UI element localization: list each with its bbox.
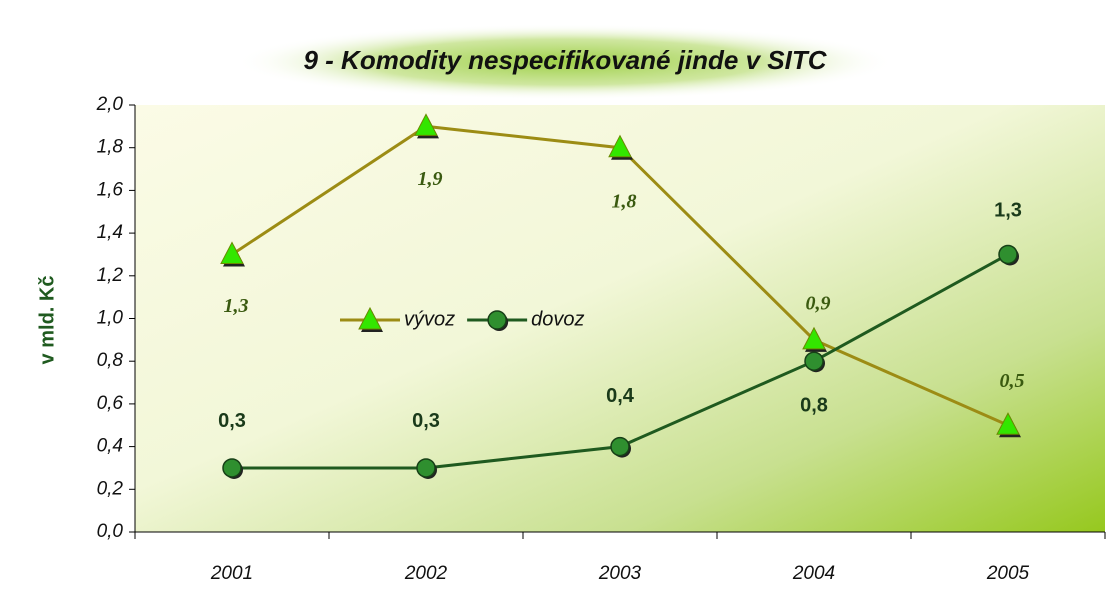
title-glow — [235, 24, 895, 100]
data-point — [416, 458, 436, 478]
data-point — [610, 436, 630, 457]
x-tick-label: 2004 — [792, 563, 835, 584]
data-point — [608, 134, 632, 158]
legend-marker — [487, 310, 507, 330]
y-tick-label: 1,0 — [97, 308, 124, 329]
data-point — [414, 113, 438, 136]
y-tick-label: 1,4 — [97, 222, 123, 243]
x-tick-label: 2005 — [986, 563, 1030, 584]
data-point — [222, 458, 242, 478]
y-tick-label: 0,8 — [97, 350, 124, 371]
data-label: 1,3 — [224, 295, 249, 317]
y-tick-label: 0,2 — [97, 478, 124, 499]
data-label: 0,5 — [1000, 370, 1025, 392]
x-tick-label: 2002 — [404, 563, 448, 584]
data-label: 0,3 — [412, 410, 440, 432]
y-tick-label: 0,4 — [97, 436, 123, 457]
y-tick-label: 0,6 — [97, 393, 124, 414]
data-label: 1,3 — [994, 200, 1022, 222]
data-point — [802, 326, 826, 350]
data-point — [998, 244, 1018, 265]
data-label: 0,4 — [606, 385, 635, 407]
data-point — [996, 412, 1020, 435]
y-tick-label: 1,6 — [97, 179, 124, 200]
y-axis-label: v mld. Kč — [36, 276, 58, 365]
data-label: 1,9 — [418, 168, 443, 190]
x-tick-label: 2001 — [210, 563, 253, 584]
plot-area — [135, 105, 1105, 532]
legend-marker — [358, 306, 382, 330]
chart-title: 9 - Komodity nespecifikované jinde v SIT… — [303, 45, 827, 75]
data-label: 0,9 — [806, 292, 831, 314]
data-point — [220, 241, 244, 264]
y-tick-label: 2,0 — [96, 94, 124, 115]
data-label: 1,8 — [612, 190, 637, 212]
data-label: 0,3 — [218, 410, 246, 432]
y-tick-label: 0,0 — [97, 521, 124, 542]
y-tick-label: 1,2 — [97, 265, 124, 286]
data-label: 0,8 — [800, 394, 828, 416]
data-point — [804, 351, 824, 371]
legend-label: dovoz — [531, 308, 584, 330]
y-tick-label: 1,8 — [97, 137, 124, 158]
x-tick-label: 2003 — [598, 563, 642, 584]
legend-label: vývoz — [404, 308, 455, 330]
